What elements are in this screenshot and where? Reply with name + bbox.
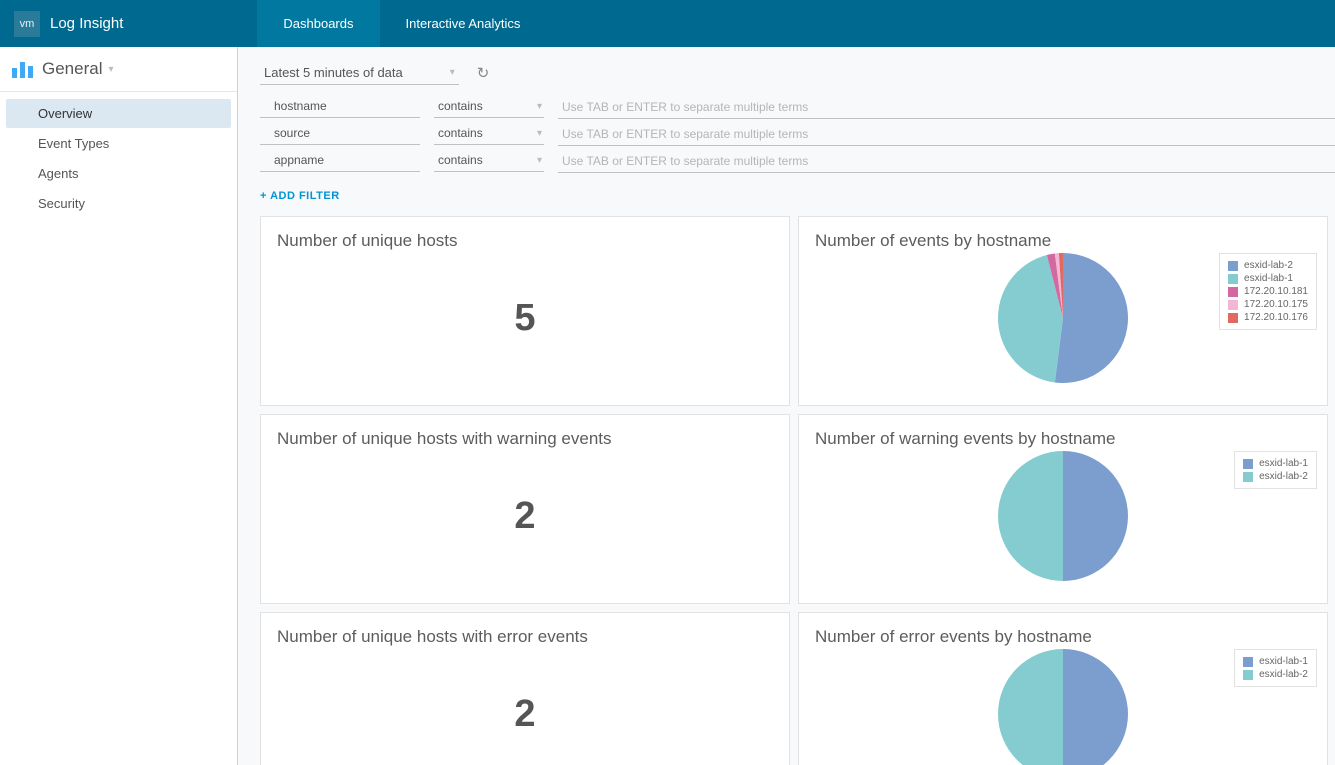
card: Number of warning events by hostnameesxi…: [798, 414, 1328, 604]
legend-swatch: [1228, 261, 1238, 271]
legend-swatch: [1228, 287, 1238, 297]
filter-value-input[interactable]: [558, 98, 1335, 119]
filters: hostname contains▾ source contains▾ appname c…: [260, 95, 1335, 176]
brand-title: Log Insight: [50, 15, 123, 32]
legend-item: esxid-lab-1: [1243, 655, 1308, 668]
card-title: Number of warning events by hostname: [815, 429, 1311, 449]
legend-item: esxid-lab-2: [1243, 470, 1308, 483]
filter-operator-select[interactable]: contains▾: [434, 153, 544, 172]
sidebar-header-label: General: [42, 59, 102, 79]
bars-icon: [12, 60, 34, 78]
chart-wrap: esxid-lab-1 esxid-lab-2: [815, 449, 1311, 583]
filter-field-label: source: [260, 126, 420, 145]
filter-row-source: source contains▾: [260, 122, 1335, 149]
card: Number of events by hostnameesxid-lab-2e…: [798, 216, 1328, 406]
time-range-label: Latest 5 minutes of data: [264, 65, 403, 80]
time-range-select[interactable]: Latest 5 minutes of data ▾: [260, 61, 459, 85]
main: Latest 5 minutes of data ▾ ↻ hostname con…: [238, 47, 1335, 765]
legend-item: 172.20.10.181: [1228, 285, 1308, 298]
card-title: Number of unique hosts with warning even…: [277, 429, 773, 449]
legend-label: esxid-lab-2: [1244, 260, 1293, 271]
chevron-down-icon: ▾: [537, 128, 542, 139]
legend-label: 172.20.10.181: [1244, 286, 1308, 297]
filter-value-input[interactable]: [558, 152, 1335, 173]
legend-swatch: [1243, 657, 1253, 667]
legend: esxid-lab-2 esxid-lab-1 172.20.10.181 172.2…: [1219, 253, 1317, 330]
legend-swatch: [1228, 300, 1238, 310]
legend-label: 172.20.10.176: [1244, 312, 1308, 323]
filter-field-label: appname: [260, 153, 420, 172]
timebar: Latest 5 minutes of data ▾ ↻: [260, 61, 1335, 85]
legend-label: esxid-lab-2: [1259, 669, 1308, 680]
sidebar-list: OverviewEvent TypesAgentsSecurity: [0, 92, 237, 225]
card: Number of unique hosts with error events…: [260, 612, 790, 765]
legend-item: esxid-lab-2: [1228, 259, 1308, 272]
topnav-item-dashboards[interactable]: Dashboards: [257, 0, 379, 47]
sidebar-item-agents[interactable]: Agents: [6, 159, 231, 188]
legend-item: 172.20.10.175: [1228, 298, 1308, 311]
metric-value: 2: [277, 647, 773, 765]
cards-grid: Number of unique hosts5 Number of events …: [260, 216, 1335, 765]
card-title: Number of error events by hostname: [815, 627, 1311, 647]
topnav-item-interactive-analytics[interactable]: Interactive Analytics: [380, 0, 547, 47]
legend-label: esxid-lab-2: [1259, 471, 1308, 482]
brand-logo: vm: [14, 11, 40, 37]
sidebar-item-event-types[interactable]: Event Types: [6, 129, 231, 158]
chevron-down-icon: ▾: [537, 155, 542, 166]
metric-value: 2: [277, 449, 773, 583]
metric-value: 5: [277, 251, 773, 385]
chart-wrap: esxid-lab-1 esxid-lab-2: [815, 647, 1311, 765]
card: Number of unique hosts with warning even…: [260, 414, 790, 604]
sidebar-item-security[interactable]: Security: [6, 189, 231, 218]
sidebar: General ▾ OverviewEvent TypesAgentsSecur…: [0, 47, 238, 765]
legend-label: esxid-lab-1: [1259, 458, 1308, 469]
legend: esxid-lab-1 esxid-lab-2: [1234, 451, 1317, 489]
legend-item: 172.20.10.176: [1228, 311, 1308, 324]
sidebar-header[interactable]: General ▾: [0, 47, 237, 92]
add-filter-button[interactable]: + ADD FILTER: [260, 180, 1335, 216]
card-title: Number of unique hosts: [277, 231, 773, 251]
filter-operator-select[interactable]: contains▾: [434, 126, 544, 145]
topbar: vm Log Insight DashboardsInteractive Ana…: [0, 0, 1335, 47]
refresh-icon[interactable]: ↻: [477, 64, 490, 82]
filter-row-hostname: hostname contains▾: [260, 95, 1335, 122]
filter-value-input[interactable]: [558, 125, 1335, 146]
filter-row-appname: appname contains▾: [260, 149, 1335, 176]
filter-field-label: hostname: [260, 99, 420, 118]
pie-chart: [998, 451, 1128, 581]
legend-item: esxid-lab-2: [1243, 668, 1308, 681]
pie-chart: [998, 649, 1128, 765]
topnav: DashboardsInteractive Analytics: [257, 0, 546, 47]
legend-label: esxid-lab-1: [1259, 656, 1308, 667]
sidebar-item-overview[interactable]: Overview: [6, 99, 231, 128]
chevron-down-icon: ▾: [108, 64, 113, 75]
card: Number of unique hosts5: [260, 216, 790, 406]
legend: esxid-lab-1 esxid-lab-2: [1234, 649, 1317, 687]
legend-swatch: [1228, 313, 1238, 323]
brand: vm Log Insight: [0, 11, 137, 37]
card-title: Number of unique hosts with error events: [277, 627, 773, 647]
legend-swatch: [1228, 274, 1238, 284]
filter-operator-select[interactable]: contains▾: [434, 99, 544, 118]
pie-chart: [998, 253, 1128, 383]
legend-item: esxid-lab-1: [1228, 272, 1308, 285]
chart-wrap: esxid-lab-2 esxid-lab-1 172.20.10.181 172.2…: [815, 251, 1311, 385]
legend-swatch: [1243, 670, 1253, 680]
chevron-down-icon: ▾: [537, 101, 542, 112]
legend-swatch: [1243, 459, 1253, 469]
card: Number of error events by hostnameesxid-…: [798, 612, 1328, 765]
chevron-down-icon: ▾: [450, 67, 455, 78]
card-title: Number of events by hostname: [815, 231, 1311, 251]
legend-swatch: [1243, 472, 1253, 482]
legend-item: esxid-lab-1: [1243, 457, 1308, 470]
legend-label: esxid-lab-1: [1244, 273, 1293, 284]
legend-label: 172.20.10.175: [1244, 299, 1308, 310]
